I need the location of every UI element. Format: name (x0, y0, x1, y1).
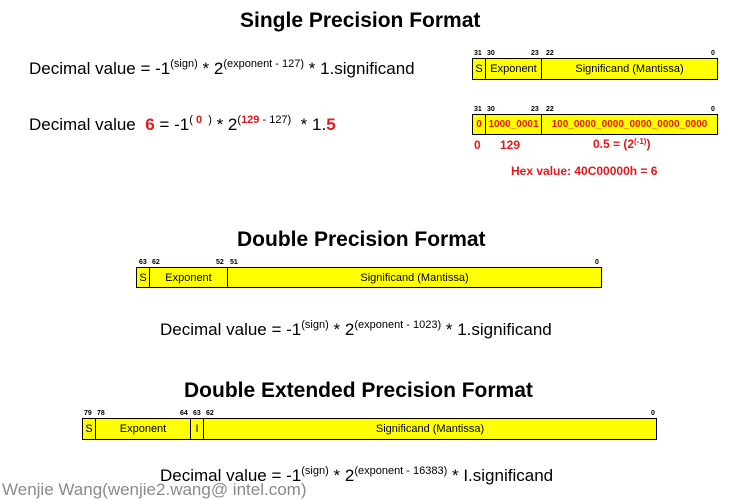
ext-bit-label-64: 64 (180, 410, 188, 417)
ext-integer-field: I (191, 418, 204, 440)
example-exp-value: 129 (241, 114, 260, 126)
example-exponent-label: 129 (500, 138, 521, 152)
example-fraction: 5 (326, 115, 336, 134)
fraction-label-prefix: 0.5 = (2 (593, 137, 635, 151)
example-bit-label-0: 0 (711, 106, 715, 113)
example-sign-close: ) (208, 114, 212, 126)
double-sign-field: S (136, 267, 150, 288)
double-bit-label-52: 52 (216, 259, 224, 266)
bit-label-0: 0 (711, 50, 715, 57)
formula-prefix: Decimal value = -1 (29, 59, 171, 78)
example-bit-label-22: 22 (546, 106, 554, 113)
ext-bit-label-78: 78 (97, 410, 105, 417)
ext-bit-label-0: 0 (651, 410, 655, 417)
formula-exponent-bias: (exponent - 1023) (354, 319, 442, 331)
example-eq: = -1 (159, 115, 190, 134)
double-exponent-field: Exponent (150, 267, 228, 288)
hex-value-label: Hex value: 40C00000h = 6 (511, 164, 658, 178)
example-sign-value: 0 (195, 114, 203, 126)
formula-sign-exponent: (sign) (301, 319, 329, 331)
example-exponent-bits: 1000_0001 (486, 114, 542, 135)
single-precision-title: Single Precision Format (240, 9, 481, 32)
double-precision-title: Double Precision Format (237, 228, 486, 251)
single-sign-field: S (472, 58, 486, 80)
ext-bit-label-63: 63 (193, 410, 201, 417)
double-bit-label-0: 0 (595, 259, 599, 266)
formula-suffix: * 1.significand (441, 320, 552, 339)
ext-bit-label-79: 79 (84, 410, 92, 417)
double-formula: Decimal value = -1(sign) * 2(exponent - … (160, 319, 552, 340)
double-bit-label-51: 51 (230, 259, 238, 266)
fraction-label-exponent: (-1) (634, 137, 647, 146)
formula-sign-exponent: (sign) (170, 58, 198, 70)
single-formula: Decimal value = -1(sign) * 2(exponent - … (29, 58, 415, 79)
single-example-formula: Decimal value 6 = -1( 0 ) * 2(129 - 127)… (29, 114, 336, 135)
formula-mid: * 2 (328, 320, 355, 339)
example-significand-bits: 100_0000_0000_0000_0000_0000 (542, 114, 718, 135)
extended-precision-title: Double Extended Precision Format (184, 379, 533, 402)
double-bit-label-62: 62 (152, 259, 160, 266)
ext-exponent-field: Exponent (96, 418, 191, 440)
example-sign-open: ( (189, 114, 193, 126)
example-value: 6 (145, 115, 155, 134)
formula-mid: * 2 (197, 59, 224, 78)
ext-bit-label-62: 62 (206, 410, 214, 417)
bit-label-22: 22 (546, 50, 554, 57)
fraction-label-suffix: ) (646, 137, 651, 151)
bit-label-23: 23 (531, 50, 539, 57)
ext-significand-field: Significand (Mantissa) (204, 418, 657, 440)
formula-exponent-bias: (exponent - 16383) (354, 465, 448, 477)
example-bit-label-31: 31 (474, 106, 482, 113)
formula-suffix: * I.significand (447, 466, 554, 485)
example-bit-label-23: 23 (531, 106, 539, 113)
example-lead: Decimal value (29, 115, 136, 134)
formula-mid: * 2 (328, 466, 355, 485)
single-significand-field: Significand (Mantissa) (542, 58, 718, 80)
formula-exponent-bias: (exponent - 127) (223, 58, 305, 70)
double-significand-field: Significand (Mantissa) (228, 267, 602, 288)
example-sign-label: 0 (474, 138, 481, 152)
example-exp-rest: - 127) (259, 114, 292, 126)
example-bit-label-30: 30 (487, 106, 495, 113)
bit-label-30: 30 (487, 50, 495, 57)
example-times1: * 1. (295, 115, 327, 134)
author-credit: Wenjie Wang(wenjie2.wang@ intel.com) (2, 480, 307, 499)
formula-prefix: Decimal value = -1 (160, 320, 302, 339)
double-bit-label-63: 63 (139, 259, 147, 266)
single-exponent-field: Exponent (486, 58, 542, 80)
formula-prefix: Decimal value = -1 (160, 466, 302, 485)
ext-sign-field: S (82, 418, 96, 440)
extended-formula: Decimal value = -1(sign) * 2(exponent - … (160, 465, 554, 486)
example-fraction-label: 0.5 = (2(-1)) (593, 137, 650, 151)
example-sign-bits: 0 (472, 114, 486, 135)
bit-label-31: 31 (474, 50, 482, 57)
formula-suffix: * 1.significand (304, 59, 415, 78)
formula-sign-exponent: (sign) (301, 465, 329, 477)
example-times2: * 2 (211, 115, 238, 134)
example-exp-open: ( (237, 114, 242, 126)
